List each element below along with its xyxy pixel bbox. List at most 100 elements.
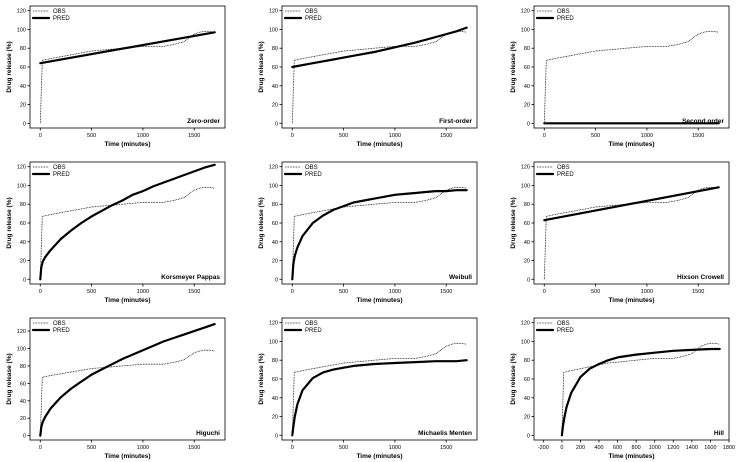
- plot-frame: [281, 161, 478, 285]
- plot-frame: [533, 161, 730, 285]
- y-tick-label: 100: [521, 339, 530, 345]
- x-tick-label: 600: [613, 445, 622, 451]
- y-tick-label: 0: [527, 121, 530, 127]
- y-tick-label: 60: [524, 221, 530, 227]
- x-tick-label: 500: [591, 289, 600, 295]
- x-tick-label: 1200: [667, 445, 679, 451]
- plot-frame: [29, 317, 226, 441]
- legend-obs-label: OBS: [557, 321, 570, 327]
- y-tick-label: 40: [272, 84, 278, 90]
- series-obs-line: [291, 30, 467, 124]
- x-tick-label: 500: [339, 445, 348, 451]
- y-tick-label: 40: [524, 84, 530, 90]
- x-tick-label: 1800: [723, 445, 735, 451]
- panel-title: Zero-order: [187, 118, 220, 125]
- x-tick-label: 1600: [704, 445, 716, 451]
- y-tick-label: 20: [272, 415, 278, 421]
- chart-panel-2: 0 500 1000 1500 0 20 40 60 80 100 120 Time (minutes…: [258, 5, 478, 148]
- y-tick-label: 0: [23, 121, 26, 127]
- y-tick-label: 120: [521, 9, 530, 15]
- x-tick-label: 1000: [389, 445, 401, 451]
- y-tick-label: 100: [269, 183, 278, 189]
- series-pred-line: [39, 31, 216, 65]
- y-tick-label: 0: [275, 121, 278, 127]
- x-tick-label: 1500: [692, 133, 704, 139]
- legend-obs-label: OBS: [305, 165, 318, 171]
- panel-title: Hixson Crowell: [677, 274, 724, 281]
- x-axis-title: Time (minutes): [608, 453, 654, 460]
- y-axis-title: Drug release (%): [6, 197, 13, 248]
- legend-pred-label: PRED: [53, 16, 70, 22]
- y-tick-label: 60: [524, 377, 530, 383]
- series-obs-line: [543, 186, 719, 280]
- panel-title: Weibull: [449, 274, 472, 281]
- x-tick-label: 500: [339, 133, 348, 139]
- y-tick-label: 20: [272, 259, 278, 265]
- x-tick-label: 1500: [188, 445, 200, 451]
- y-tick-label: 80: [524, 46, 530, 52]
- chart-panel-8: 0 500 1000 1500 0 20 40 60 80 100 120 Time (minutes…: [258, 317, 478, 460]
- chart-panel-1: 0 500 1000 1500 0 20 40 60 80 100 120 Time (minutes…: [6, 5, 226, 148]
- x-tick-label: 0: [291, 133, 294, 139]
- x-axis-title: Time (minutes): [356, 297, 402, 304]
- y-tick-label: 0: [275, 277, 278, 283]
- y-tick-label: 40: [20, 240, 26, 246]
- y-tick-label: 120: [17, 329, 26, 335]
- series-pred-line: [291, 26, 468, 69]
- plot-frame: [29, 5, 226, 129]
- chart-panel-6: 0 500 1000 1500 0 20 40 60 80 100 120 Time (minutes…: [510, 161, 730, 304]
- y-axis-title: Drug release (%): [510, 41, 517, 92]
- y-tick-label: 100: [17, 27, 26, 33]
- legend-pred-label: PRED: [557, 16, 574, 22]
- y-tick-label: 0: [527, 277, 530, 283]
- x-tick-label: 200: [576, 445, 585, 451]
- x-axis-title: Time (minutes): [356, 453, 402, 460]
- x-axis-title: Time (minutes): [104, 453, 150, 460]
- y-tick-label: 40: [272, 240, 278, 246]
- series-obs-line: [39, 186, 215, 280]
- y-tick-label: 80: [20, 46, 26, 52]
- y-axis-title: Drug release (%): [6, 353, 13, 404]
- series-obs-line: [291, 186, 467, 280]
- panel-title: Korsmeyer Pappas: [161, 274, 220, 281]
- x-tick-label: 500: [339, 289, 348, 295]
- y-tick-label: 120: [269, 165, 278, 171]
- series-pred-line: [543, 186, 720, 222]
- legend-obs-label: OBS: [557, 165, 570, 171]
- legend-pred-label: PRED: [305, 172, 322, 178]
- x-tick-label: 800: [632, 445, 641, 451]
- x-tick-label: 1000: [137, 445, 149, 451]
- y-tick-label: 80: [20, 364, 26, 370]
- y-tick-label: 100: [521, 183, 530, 189]
- x-tick-label: 1000: [389, 133, 401, 139]
- series-pred-line: [291, 359, 468, 437]
- y-tick-label: 40: [272, 396, 278, 402]
- x-tick-label: 0: [39, 445, 42, 451]
- chart-panel-4: 0 500 1000 1500 0 20 40 60 80 100 120 Time (minutes…: [6, 161, 226, 304]
- panel-title: Michaelis Menten: [418, 430, 472, 437]
- x-tick-label: 0: [291, 289, 294, 295]
- y-tick-label: 40: [524, 396, 530, 402]
- series-obs-line: [39, 349, 215, 436]
- x-tick-label: 1000: [389, 289, 401, 295]
- x-tick-label: 400: [594, 445, 603, 451]
- panel-title: Hill: [714, 430, 724, 437]
- x-tick-label: 1500: [188, 133, 200, 139]
- plot-frame: [281, 5, 478, 129]
- y-tick-label: 20: [20, 416, 26, 422]
- series-pred-line: [39, 323, 216, 437]
- x-tick-label: 1000: [649, 445, 661, 451]
- legend-pred-label: PRED: [53, 172, 70, 178]
- chart-panel-9: -200 0 200 400 600 800 1000 1200 1400 1600 1800 0 20…: [510, 317, 735, 460]
- x-tick-label: 1000: [137, 133, 149, 139]
- legend-pred-label: PRED: [557, 328, 574, 334]
- x-axis-title: Time (minutes): [608, 141, 654, 148]
- y-tick-label: 80: [272, 202, 278, 208]
- y-axis-title: Drug release (%): [510, 197, 517, 248]
- legend-pred-label: PRED: [305, 16, 322, 22]
- series-pred-line: [291, 189, 468, 281]
- y-tick-label: 40: [524, 240, 530, 246]
- legend-obs-label: OBS: [305, 321, 318, 327]
- chart-panel-7: 0 500 1000 1500 0 20 40 60 80 100 120 Time (minutes…: [6, 317, 226, 460]
